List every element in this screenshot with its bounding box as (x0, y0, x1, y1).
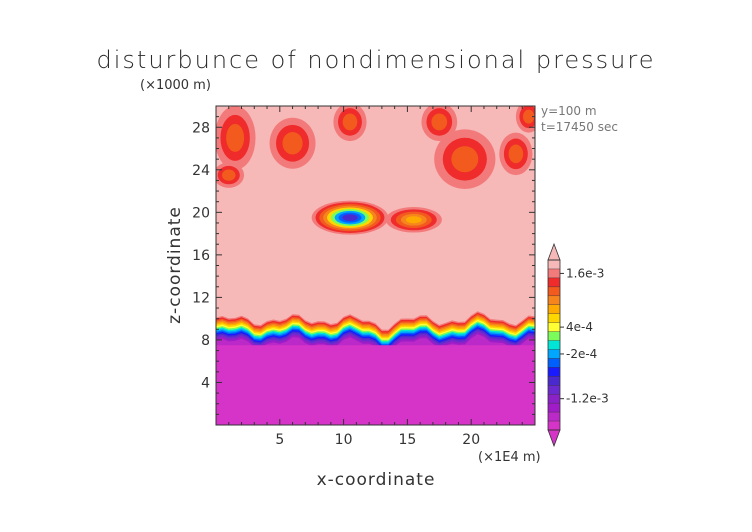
y-tick-label: 20 (192, 205, 210, 221)
colorbar-segment (548, 304, 560, 314)
colorbar-tick-label: 4e-4 (566, 320, 593, 334)
colorbar-top-arrow (547, 242, 561, 261)
colorbar-segment (548, 286, 560, 297)
plot-area (216, 106, 535, 425)
colorbar-segment (548, 295, 560, 306)
positive-anomaly-level (405, 216, 422, 224)
colorbar-segment (548, 331, 560, 341)
colorbar-segment (548, 260, 560, 270)
x-tick-label: 15 (398, 432, 416, 448)
upper-patch-level (451, 146, 479, 173)
x-axis-label: x-coordinate (316, 470, 436, 490)
colorbar-segment (548, 313, 560, 323)
field-lower-cover (216, 345, 535, 425)
axis-ticks: 5 10 15 20 4 8 12 16 20 24 28 (192, 106, 535, 448)
x-tick-label: 5 (275, 432, 284, 448)
y-tick-label: 28 (192, 120, 210, 136)
chart-title: disturbunce of nondimensional pressure (96, 46, 656, 74)
colorbar-bottom-arrow (547, 429, 561, 448)
upper-patch-level (431, 113, 448, 131)
annotation-time: t=17450 sec (541, 120, 618, 134)
y-tick-label: 4 (201, 375, 210, 391)
y-tick-label: 8 (201, 333, 210, 349)
colorbar-tick-label: 1.6e-3 (566, 266, 604, 280)
colorbar-segment (548, 367, 560, 377)
colorbar-segment (548, 421, 560, 431)
negative-anomaly-level (342, 214, 358, 222)
colorbar-segment (548, 412, 560, 422)
y-axis-unit-note: (×1000 m) (140, 78, 211, 93)
x-tick-label: 20 (462, 432, 480, 448)
y-tick-label: 12 (192, 290, 210, 306)
colorbar-segment (548, 322, 560, 332)
colorbar-segment (548, 376, 560, 386)
colorbar-tick-label: -2e-4 (566, 347, 597, 361)
colorbar-tick-label: -1.2e-3 (566, 392, 609, 406)
y-tick-label: 16 (192, 248, 210, 264)
x-tick-label: 10 (335, 432, 353, 448)
colorbar-segment (548, 385, 560, 395)
upper-patch-level (226, 123, 245, 152)
colorbar-segment (548, 268, 560, 279)
upper-patch-level (508, 144, 524, 164)
colorbar: 1.6e-3 4e-4 -2e-4 -1.2e-3 (547, 242, 609, 448)
upper-patch-level (342, 113, 358, 131)
colorbar-segment (548, 340, 560, 350)
annotation-y-position: y=100 m (541, 104, 597, 118)
x-axis-unit-note: (×1E4 m) (478, 450, 541, 465)
y-tick-label: 24 (192, 163, 210, 179)
colorbar-segment (548, 403, 560, 413)
upper-patch-level (222, 169, 236, 181)
colorbar-segment (548, 358, 560, 368)
colorbar-segment (548, 349, 560, 359)
upper-patch-level (282, 131, 303, 155)
colorbar-segment (548, 277, 560, 288)
upper-patch-level (523, 109, 535, 124)
colorbar-segment (548, 394, 560, 404)
